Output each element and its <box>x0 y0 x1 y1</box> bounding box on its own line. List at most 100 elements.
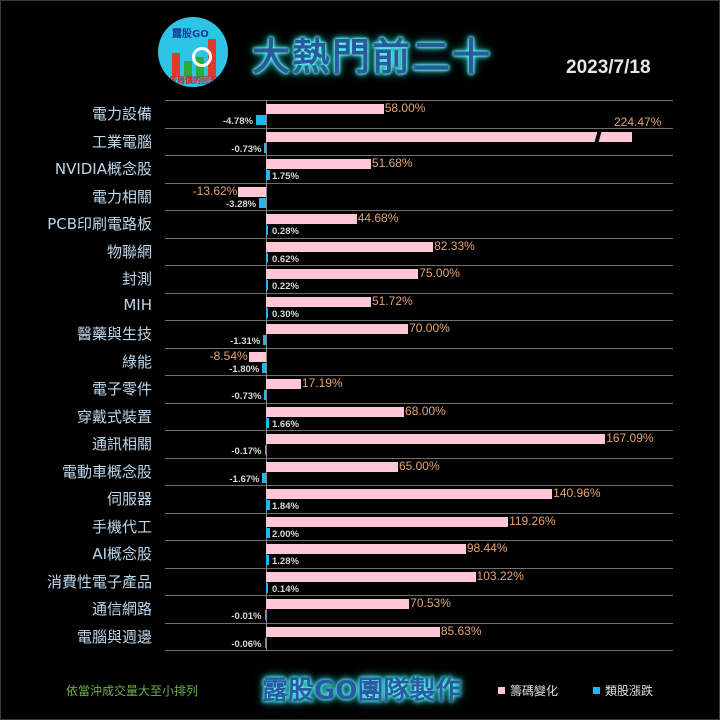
gridline <box>165 347 673 349</box>
category-label: 消費性電子產品 <box>46 572 152 591</box>
sector-change-bar <box>264 142 266 153</box>
gridline <box>165 127 673 129</box>
category-label: 通信網路 <box>91 600 152 618</box>
sector-change-bar <box>266 500 270 510</box>
sector-change-bar <box>266 170 270 180</box>
logo-text: 露股GO <box>172 29 209 40</box>
chip-change-label: 70.00% <box>409 321 450 335</box>
pink-swatch-icon <box>498 687 505 694</box>
sector-change-label: -4.78% <box>222 116 253 127</box>
sector-change-label: 1.75% <box>272 171 299 182</box>
sector-change-bar <box>266 555 269 565</box>
logo-bar-icon <box>184 61 192 77</box>
blue-swatch-icon <box>593 687 600 694</box>
category-label: MIH <box>123 295 152 314</box>
sector-change-bar <box>266 527 271 538</box>
sector-change-bar <box>262 362 266 373</box>
chip-change-label: 68.00% <box>405 403 446 418</box>
sector-change-bar <box>259 197 266 208</box>
sector-change-bar <box>264 610 266 620</box>
sector-change-label: 0.30% <box>272 308 299 320</box>
gridline <box>165 210 673 211</box>
sector-change-label: 1.84% <box>272 501 299 512</box>
gridline <box>165 430 673 431</box>
chip-change-bar <box>266 434 606 444</box>
logo-bar-icon <box>172 53 180 77</box>
chip-change-label: 140.96% <box>553 486 601 500</box>
category-label: 穿戴式裝置 <box>76 407 152 426</box>
category-label: AI概念股 <box>92 545 152 563</box>
gridline <box>165 265 673 266</box>
chip-change-bar <box>266 571 476 582</box>
sector-change-bar <box>266 280 268 290</box>
chip-change-bar <box>266 214 357 224</box>
chip-change-label: 51.68% <box>371 156 413 170</box>
logo-bar-icon <box>208 39 216 77</box>
chip-change-label: 85.63% <box>440 623 482 638</box>
category-label: 綠能 <box>121 352 152 371</box>
chip-change-label: 65.00% <box>398 458 440 473</box>
sector-change-bar <box>263 335 266 345</box>
chart-title: 大熱門前二十 <box>252 34 493 79</box>
chip-change-bar <box>266 296 371 307</box>
gridline <box>165 182 673 184</box>
sector-change-label: -1.80% <box>229 363 260 375</box>
sector-change-label: -0.73% <box>231 143 262 155</box>
sector-change-bar <box>264 445 266 455</box>
brand-logo: 露股GO 依周價的回測 <box>158 17 228 87</box>
gridline <box>165 320 673 321</box>
sector-change-label: 2.00% <box>272 528 299 540</box>
chip-change-bar <box>266 626 440 637</box>
gridline <box>165 622 673 624</box>
sector-change-label: -1.31% <box>230 336 261 347</box>
sector-change-label: -0.17% <box>231 446 262 457</box>
sector-change-label: 0.28% <box>272 226 299 237</box>
chip-change-bar <box>266 461 398 472</box>
sector-change-bar <box>255 115 266 125</box>
gridline <box>165 567 673 569</box>
category-label: 封測 <box>121 270 152 288</box>
sector-change-bar <box>264 637 266 648</box>
logo-bar-icon <box>196 57 204 77</box>
chip-change-label: 119.26% <box>509 513 556 528</box>
category-label: 手機代工 <box>91 517 152 536</box>
category-label: 通訊相關 <box>91 435 152 453</box>
chip-change-bar <box>266 599 410 609</box>
sector-change-label: -0.73% <box>231 391 262 402</box>
chip-change-bar <box>266 131 632 142</box>
gridline <box>165 457 673 459</box>
chip-change-bar <box>266 516 509 527</box>
chip-change-bar <box>266 489 553 499</box>
legend-label: 籌碼變化 <box>510 684 559 698</box>
category-label: 電子零件 <box>91 380 152 398</box>
chip-change-label: 167.09% <box>606 431 654 445</box>
gridline <box>165 512 673 514</box>
legend-item-chip-change: 籌碼變化 <box>498 682 558 699</box>
legend-item-sector-change: 類股漲跌 <box>593 682 653 699</box>
chip-change-label: 82.33% <box>434 238 475 253</box>
sector-change-bar <box>266 252 268 263</box>
chip-change-label: 51.72% <box>371 293 413 308</box>
category-label: 電力設備 <box>91 105 152 123</box>
sector-change-bar <box>266 582 268 593</box>
chip-change-bar <box>266 104 384 114</box>
chip-change-label: 58.00% <box>384 101 426 115</box>
sector-change-label: 1.66% <box>272 418 299 430</box>
zero-axis <box>266 100 267 650</box>
gridline <box>165 375 673 376</box>
chip-change-label: 70.53% <box>410 596 451 610</box>
chip-change-label: 17.19% <box>301 376 343 390</box>
gridline <box>165 485 673 486</box>
chip-change-label: 98.44% <box>466 541 508 555</box>
sector-change-label: 0.22% <box>272 281 299 292</box>
chip-change-bar <box>266 406 405 417</box>
brand-credit: 露股GO團隊製作 <box>262 676 462 706</box>
chip-change-label: 75.00% <box>419 266 460 280</box>
category-label: 電動車概念股 <box>61 462 152 481</box>
gridline <box>165 155 673 156</box>
magnifier-icon <box>192 47 212 67</box>
chip-change-label: 103.22% <box>476 568 524 583</box>
category-label: 醫藥與生技 <box>76 325 152 343</box>
sector-change-label: -1.67% <box>229 473 260 485</box>
sector-change-bar <box>266 225 268 235</box>
